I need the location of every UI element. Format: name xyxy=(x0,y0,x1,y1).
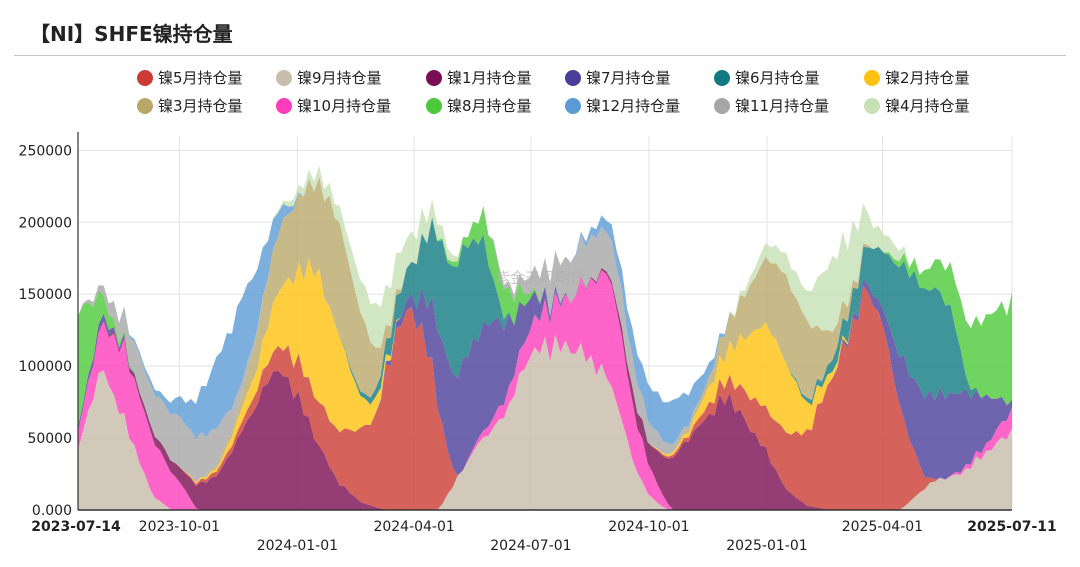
legend-label-11: 镍11月持仓量 xyxy=(735,97,829,115)
y-tick-label: 100000 xyxy=(19,359,72,375)
legend-marker-1 xyxy=(137,70,153,86)
legend-label-9: 镍8月持仓量 xyxy=(447,97,532,115)
legend-marker-12 xyxy=(864,98,880,114)
axes xyxy=(77,132,1012,511)
x-tick-label: 2024-04-01 xyxy=(373,519,454,535)
title-divider xyxy=(14,55,1066,56)
legend-label-5: 镍6月持仓量 xyxy=(735,69,820,87)
y-tick-label: 250000 xyxy=(19,143,72,159)
legend-label-3: 镍1月持仓量 xyxy=(447,69,532,87)
x-tick-label: 2023-07-14 xyxy=(31,519,121,535)
area-series xyxy=(78,165,1012,510)
legend-marker-10 xyxy=(565,98,581,114)
area--11--10 xyxy=(78,176,1012,483)
legend-marker-5 xyxy=(714,70,730,86)
legend: 镍5月持仓量 镍9月持仓量 镍1月持仓量 镍7月持仓量 镍6月持仓量 镍2月持仓量镍3月持… xyxy=(137,69,970,115)
legend-marker-2 xyxy=(276,70,292,86)
legend-label-4: 镍7月持仓量 xyxy=(586,69,671,87)
legend-marker-4 xyxy=(565,70,581,86)
x-tick-label: 2025-04-01 xyxy=(842,519,923,535)
area--5--4 xyxy=(78,267,1012,510)
legend-label-7: 镍3月持仓量 xyxy=(158,97,243,115)
legend-label-1: 镍5月持仓量 xyxy=(158,69,243,87)
legend-label-8: 镍10月持仓量 xyxy=(297,97,391,115)
legend-label-10: 镍12月持仓量 xyxy=(586,97,680,115)
area--10--2 xyxy=(78,270,1012,510)
area--4--12 xyxy=(78,165,1012,405)
y-tick-label: 50000 xyxy=(27,431,72,447)
area--3--9 xyxy=(78,176,1012,483)
x-tick-label: 2023-10-01 xyxy=(139,519,220,535)
legend-marker-3 xyxy=(426,70,442,86)
area--2--6 xyxy=(78,258,1012,485)
area--9--1 xyxy=(78,334,1012,510)
x-tick-label: 2024-10-01 xyxy=(608,519,689,535)
x-tick-label: 2025-07-11 xyxy=(967,519,1057,535)
area--1--3 xyxy=(78,267,1012,510)
legend-marker-9 xyxy=(426,98,442,114)
x-tick-label: 2024-07-01 xyxy=(490,538,571,554)
legend-marker-8 xyxy=(276,98,292,114)
y-tick-label: 0.000 xyxy=(32,503,72,519)
y-axis-ticks: 0.000 50000 100000 150000 200000 250000 xyxy=(19,143,72,519)
chart-title: 【NI】SHFE镍持仓量 xyxy=(30,22,233,46)
x-axis-ticks: 2023-07-14 2023-10-01 2024-01-01 2024-04-01… xyxy=(31,519,1057,554)
legend-label-6: 镍2月持仓量 xyxy=(885,69,970,87)
legend-marker-11 xyxy=(714,98,730,114)
x-tick-label: 2025-01-01 xyxy=(726,538,807,554)
x-tick-label: 2024-01-01 xyxy=(257,538,338,554)
legend-label-2: 镍9月持仓量 xyxy=(297,69,382,87)
legend-marker-7 xyxy=(137,98,153,114)
legend-label-12: 镍4月持仓量 xyxy=(885,97,970,115)
legend-marker-6 xyxy=(864,70,880,86)
y-tick-label: 150000 xyxy=(19,287,72,303)
y-tick-label: 200000 xyxy=(19,215,72,231)
watermark-text: 紫金天风期货 xyxy=(495,269,585,287)
